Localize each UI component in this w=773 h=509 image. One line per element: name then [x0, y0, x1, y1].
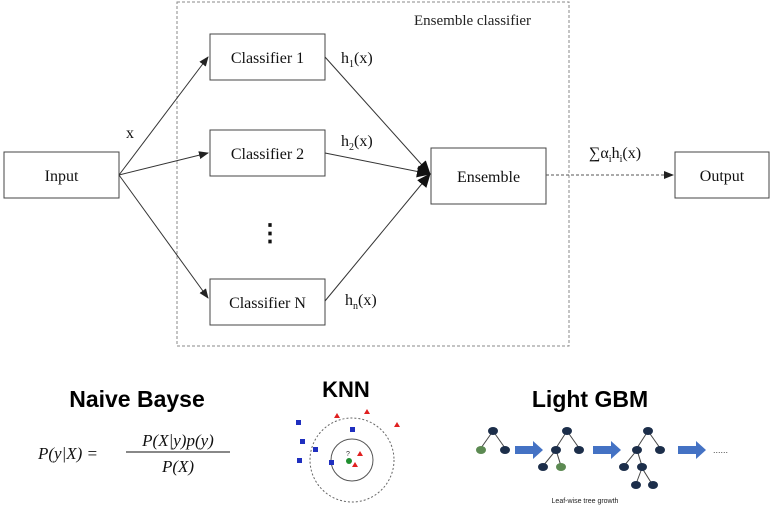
tree-1	[476, 427, 510, 454]
tree-leaf-highlight	[556, 463, 566, 471]
knn-triangle	[352, 462, 358, 467]
growth-arrow-3	[678, 441, 706, 459]
naive-bayes-numerator: P(X|y)p(y)	[141, 431, 214, 450]
output-box	[674, 151, 770, 199]
tree-node	[488, 427, 498, 435]
arrow-classifier-n-ensemble	[324, 173, 431, 302]
classifier-1-label: Classifier 1	[231, 50, 304, 67]
arrow-input-classifier-2	[118, 151, 209, 176]
knn-query-mark: ?	[346, 451, 350, 458]
knn-outer-circle	[309, 417, 395, 503]
classifier-n-box	[209, 278, 326, 326]
classifier-n-label: Classifier N	[229, 295, 306, 312]
arrow-classifier-2-ensemble	[324, 152, 431, 178]
leaf-wise-trees: ......	[476, 427, 728, 489]
classifier-2-label: Classifier 2	[231, 146, 304, 163]
knn-query-point	[346, 458, 352, 464]
knn-square	[313, 447, 318, 452]
tree-node	[632, 446, 642, 454]
arrow-input-classifier-1	[118, 56, 209, 176]
arrow-input-classifier-n	[118, 174, 209, 299]
naive-bayes-denominator: P(X)	[161, 457, 194, 476]
classifier-1-box	[209, 33, 326, 81]
weighted-sum-label: ∑αihi(x)	[589, 145, 641, 165]
knn-square	[329, 460, 334, 465]
tree-node	[551, 446, 561, 454]
knn-square	[296, 420, 301, 425]
tree-node	[500, 446, 510, 454]
tree-leaf-highlight	[476, 446, 486, 454]
tree-3	[619, 427, 665, 489]
knn-title: KNN	[322, 377, 370, 402]
tree-node	[562, 427, 572, 435]
knn-illustration: ?	[296, 409, 400, 503]
tree-node	[574, 446, 584, 454]
tree-node	[619, 463, 629, 471]
knn-triangle	[394, 422, 400, 427]
tree-2	[538, 427, 584, 471]
ensemble-classifier-frame	[176, 1, 570, 347]
tree-node	[538, 463, 548, 471]
hn-label: hn(x)	[345, 292, 377, 312]
tree-node	[648, 481, 658, 489]
naive-bayes-title: Naive Bayse	[69, 386, 205, 412]
output-label: Output	[700, 168, 745, 185]
lightgbm-caption: Leaf-wise tree growth	[552, 498, 619, 505]
growth-arrow-1	[515, 441, 543, 459]
knn-inner-circle	[330, 438, 374, 482]
lightgbm-ellipsis: ......	[713, 445, 728, 455]
tree-node	[643, 427, 653, 435]
knn-triangle	[364, 409, 370, 414]
lightgbm-title: Light GBM	[532, 386, 648, 412]
knn-triangle	[334, 413, 340, 418]
classifier-ellipsis: ⋮	[258, 221, 282, 247]
input-label: Input	[45, 168, 79, 185]
knn-square	[350, 427, 355, 432]
x-label: x	[126, 125, 134, 142]
knn-triangle	[357, 451, 363, 456]
h2-label: h2(x)	[341, 133, 373, 153]
ensemble-classifier-label: Ensemble classifier	[414, 13, 531, 29]
classifier-2-box	[209, 129, 326, 177]
naive-bayes-lhs: P(y|X) =	[37, 444, 98, 463]
arrow-classifier-1-ensemble	[324, 56, 431, 175]
growth-arrow-2	[593, 441, 621, 459]
tree-node	[637, 463, 647, 471]
ensemble-box-label: Ensemble	[457, 169, 520, 186]
ensemble-box	[430, 147, 547, 205]
knn-square	[300, 439, 305, 444]
knn-square	[297, 458, 302, 463]
tree-node	[631, 481, 641, 489]
tree-node	[655, 446, 665, 454]
h1-label: h1(x)	[341, 50, 373, 70]
